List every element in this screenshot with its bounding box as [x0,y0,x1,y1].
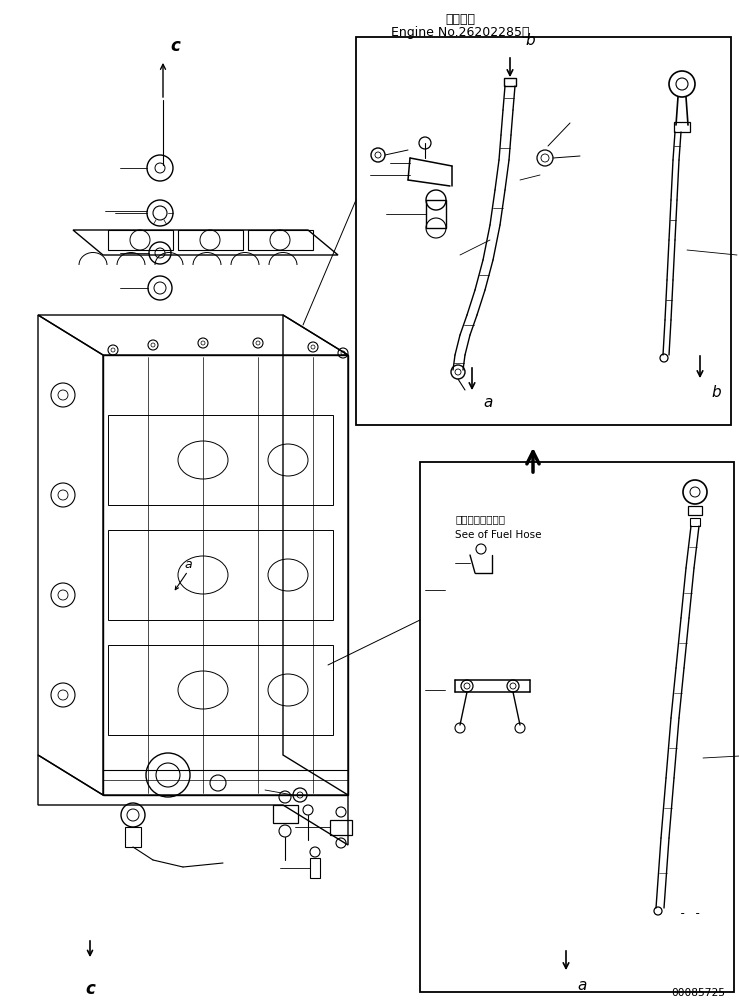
Bar [125,827,141,847]
Text: a: a [577,978,587,993]
Text: 00085725: 00085725 [671,988,725,998]
Text: c: c [170,37,180,55]
Bar [273,805,298,823]
Bar [688,506,702,515]
Text: - -: - - [679,907,701,920]
Bar [420,462,734,992]
Text: Engine No.26202285～: Engine No.26202285～ [391,26,529,39]
Text: b: b [525,33,535,48]
Bar [310,858,320,878]
Text: 適用号機: 適用号機 [445,13,475,26]
Bar [330,820,352,835]
Text: フェルホース参照: フェルホース参照 [455,514,505,524]
Bar [504,78,516,86]
Text: b: b [711,385,721,400]
Bar [108,645,333,735]
Text: c: c [85,980,95,998]
Bar [108,530,333,620]
Bar [690,518,700,526]
Bar [108,415,333,505]
Bar [356,37,731,425]
Bar [426,200,446,228]
Text: a: a [483,395,493,410]
Bar [674,122,690,132]
Text: a: a [184,559,192,572]
Text: See of Fuel Hose: See of Fuel Hose [455,530,542,540]
